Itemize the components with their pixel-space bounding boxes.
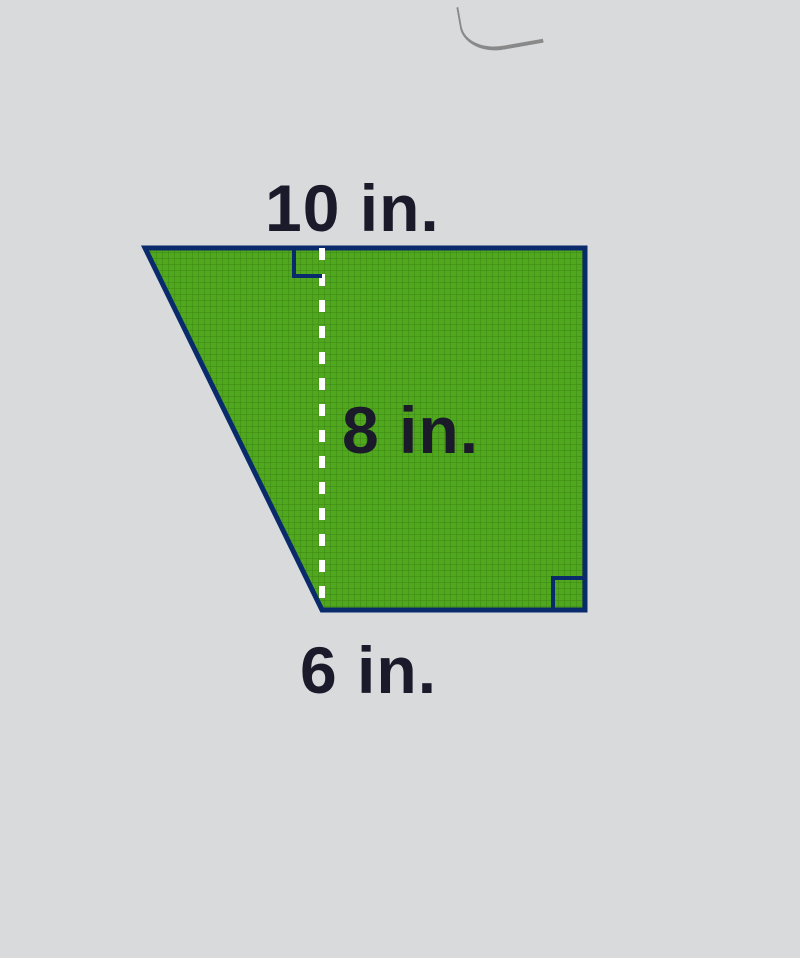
trapezoid-svg xyxy=(0,0,800,953)
dimension-label-height: 8 in. xyxy=(342,392,479,468)
geometry-figure: 10 in. 8 in. 6 in. xyxy=(0,0,800,953)
dimension-label-bottom: 6 in. xyxy=(300,632,437,708)
dimension-label-top: 10 in. xyxy=(265,170,440,246)
